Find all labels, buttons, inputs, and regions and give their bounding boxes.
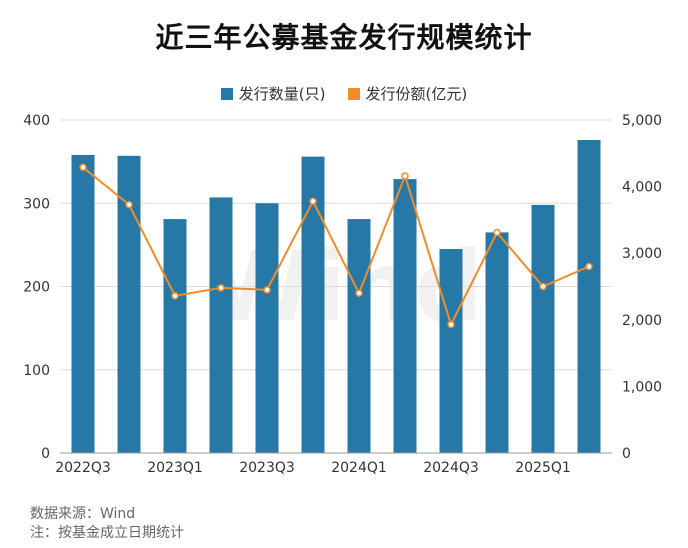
line-point (309, 197, 317, 206)
bar (209, 197, 233, 453)
bar (577, 139, 601, 454)
line-point (217, 284, 225, 292)
line-point (493, 228, 501, 237)
bar-series (71, 139, 601, 454)
y-right-tick-label: 2,000 (622, 313, 662, 329)
legend-label-share: 发行份额(亿元) (365, 85, 468, 103)
axes: 0 100 200 300 400 0 1,000 2,000 3,000 4,000 5,000 2… (23, 113, 662, 476)
grid-lines (60, 119, 612, 371)
y-left-tick-label: 400 (23, 113, 50, 129)
bar (439, 249, 463, 453)
line-point (539, 282, 547, 291)
y-right-tick-label: 5,000 (622, 113, 662, 129)
line-point (125, 200, 133, 209)
legend: 发行数量(只) 发行份额(亿元) (0, 83, 688, 104)
y-right-tick-label: 0 (622, 446, 631, 462)
x-tick-label: 2023Q1 (147, 460, 203, 476)
line-point (79, 163, 87, 172)
line-path (82, 166, 590, 328)
line-series (79, 163, 593, 329)
line-point (355, 289, 363, 297)
x-tick-label: 2022Q3 (55, 460, 111, 476)
bar (255, 203, 279, 453)
x-tick-label: 2024Q3 (423, 460, 479, 476)
date-note: 注：按基金成立日期统计 (30, 525, 184, 541)
line-point (401, 172, 409, 180)
bar (117, 155, 141, 454)
footer: 数据来源：Wind 注：按基金成立日期统计 (30, 505, 184, 543)
x-tick-label: 2025Q1 (515, 460, 571, 476)
y-left-tick-label: 200 (23, 280, 50, 296)
y-right-tick-label: 1,000 (622, 379, 662, 395)
y-right-tick-label: 3,000 (622, 246, 662, 262)
bar (163, 219, 187, 453)
chart-title: 近三年公募基金发行规模统计 (155, 21, 533, 54)
line-point (263, 286, 271, 294)
legend-swatch-count (220, 87, 233, 100)
legend-swatch-share (347, 87, 360, 100)
y-left-tick-label: 300 (23, 196, 50, 212)
bar (347, 219, 371, 453)
legend-item-count[interactable]: 发行数量(只) (220, 83, 326, 104)
legend-label-count: 发行数量(只) (238, 85, 326, 103)
y-left-tick-label: 100 (23, 363, 50, 379)
y-left-tick-label: 0 (41, 446, 50, 462)
line-point (447, 320, 455, 329)
bar (531, 204, 555, 453)
x-tick-label: 2023Q3 (239, 460, 295, 476)
x-tick-label: 2024Q1 (331, 460, 387, 476)
y-right-tick-label: 4,000 (622, 180, 662, 196)
legend-item-share[interactable]: 发行份额(亿元) (347, 83, 468, 104)
line-point (585, 262, 593, 271)
line-point (171, 292, 179, 300)
bar (301, 156, 325, 453)
source-note: 数据来源：Wind (30, 506, 136, 522)
bar (71, 154, 95, 453)
bar (485, 232, 509, 453)
bar (393, 179, 417, 454)
